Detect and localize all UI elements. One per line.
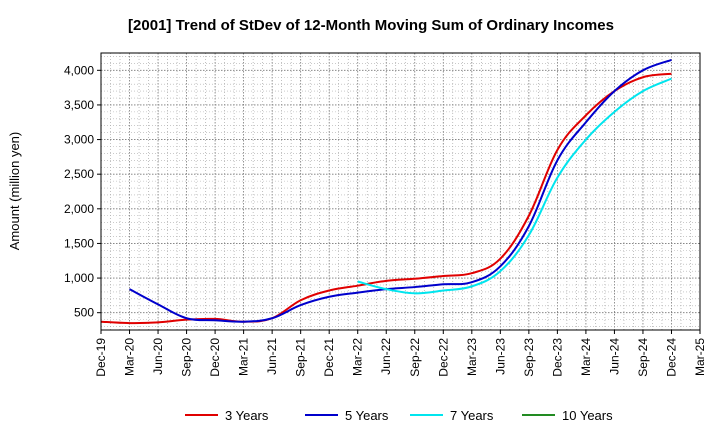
plot-area bbox=[101, 53, 700, 330]
x-tick-label: Mar-24 bbox=[579, 338, 593, 376]
series-line-5-years bbox=[129, 58, 672, 323]
x-tick-label: Dec-20 bbox=[208, 338, 222, 377]
chart-title: [2001] Trend of StDev of 12-Month Moving… bbox=[128, 17, 614, 34]
x-tick-label: Mar-20 bbox=[123, 338, 137, 376]
y-axis-label: Amount (million yen) bbox=[7, 132, 22, 251]
x-tick-label: Dec-24 bbox=[664, 338, 678, 377]
x-tick-label: Sep-23 bbox=[522, 338, 536, 377]
x-tick-label: Sep-20 bbox=[180, 338, 194, 377]
legend-label: 7 Years bbox=[450, 408, 494, 423]
x-tick-label: Mar-22 bbox=[351, 338, 365, 376]
plot-frame bbox=[100, 52, 701, 331]
y-tick-labels: 500 1,000 1,500 2,000 2,500 3,000 3,500 4,000 bbox=[64, 63, 94, 319]
legend: 3 Years 5 Years 7 Years 10 Years bbox=[185, 408, 613, 423]
x-tick-label: Dec-23 bbox=[550, 338, 564, 377]
series-lines bbox=[100, 58, 672, 325]
x-tick-label: Dec-22 bbox=[436, 338, 450, 377]
x-tick-label: Sep-21 bbox=[294, 338, 308, 377]
y-tick-label: 500 bbox=[74, 306, 94, 320]
y-tick-label: 4,000 bbox=[64, 63, 94, 77]
x-tick-label: Mar-23 bbox=[465, 338, 479, 376]
legend-label: 10 Years bbox=[562, 408, 613, 423]
y-tick-label: 1,500 bbox=[64, 236, 94, 250]
x-tick-label: Jun-21 bbox=[265, 338, 279, 375]
legend-label: 3 Years bbox=[225, 408, 269, 423]
x-tick-label: Mar-21 bbox=[237, 338, 251, 376]
x-tick-label: Jun-22 bbox=[379, 338, 393, 375]
x-tick-label: Dec-19 bbox=[94, 338, 108, 377]
x-tick-label: Mar-25 bbox=[693, 338, 707, 376]
x-tick-label: Jun-23 bbox=[493, 338, 507, 375]
series-line-7-years bbox=[357, 77, 672, 295]
legend-label: 5 Years bbox=[345, 408, 389, 423]
x-tick-label: Sep-24 bbox=[636, 338, 650, 377]
x-tick-label: Jun-20 bbox=[151, 338, 165, 375]
y-tick-label: 1,000 bbox=[64, 271, 94, 285]
x-tick-labels: Dec-19 Mar-20 Jun-20 Sep-20 Dec-20 Mar-21 Jun-… bbox=[94, 338, 707, 377]
y-tick-label: 3,500 bbox=[64, 98, 94, 112]
y-tick-label: 2,000 bbox=[64, 202, 94, 216]
plot-background bbox=[101, 53, 700, 330]
x-tick-label: Jun-24 bbox=[607, 338, 621, 375]
y-tick-label: 3,000 bbox=[64, 133, 94, 147]
x-tick-label: Dec-21 bbox=[322, 338, 336, 377]
axes bbox=[97, 52, 701, 334]
y-tick-label: 2,500 bbox=[64, 167, 94, 181]
x-tick-label: Sep-22 bbox=[408, 338, 422, 377]
